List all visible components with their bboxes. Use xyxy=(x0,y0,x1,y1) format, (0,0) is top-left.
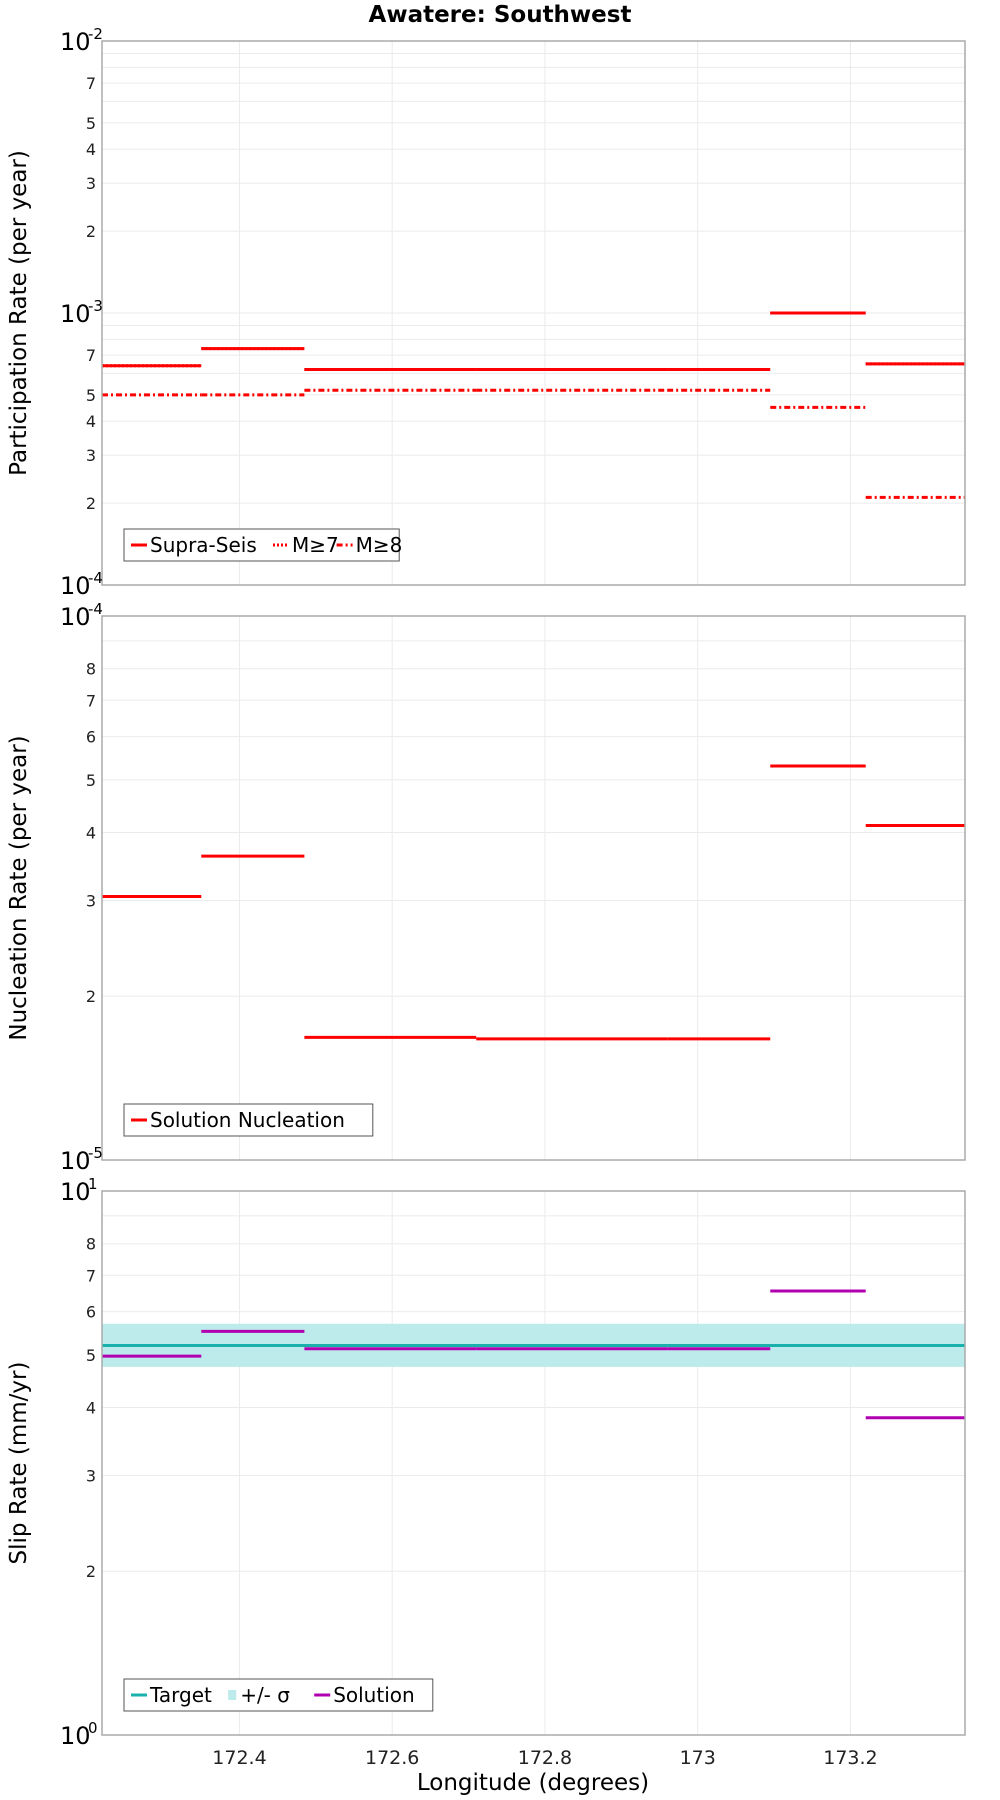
x-tick-label: 173.2 xyxy=(823,1747,877,1769)
y-tick-label: 2 xyxy=(86,494,96,513)
x-axis-label: Longitude (degrees) xyxy=(417,1770,649,1796)
y-tick-label: 3 xyxy=(86,174,96,193)
y-major-exponent: -5 xyxy=(88,1144,103,1162)
y-tick-label: 6 xyxy=(86,1303,96,1322)
y-tick-label: 2 xyxy=(86,222,96,241)
legend-box xyxy=(123,1678,434,1712)
legend-swatch xyxy=(228,1690,237,1700)
legend-label: M≥8 xyxy=(356,533,403,557)
legend-box xyxy=(123,1103,374,1137)
y-tick-label: 4 xyxy=(86,140,96,159)
legend: Solution Nucleation xyxy=(123,1103,374,1137)
plot-frame xyxy=(101,1190,966,1736)
legend-label: Target xyxy=(149,1683,212,1707)
y-tick-label: 2 xyxy=(86,1562,96,1581)
y-tick-label: 3 xyxy=(86,891,96,910)
legend-label: M≥7 xyxy=(292,533,339,557)
plot-area xyxy=(102,1191,965,1735)
legend-label: +/- σ xyxy=(240,1683,290,1707)
y-axis-label: Slip Rate (mm/yr) xyxy=(6,1362,32,1565)
legend-label: Solution Nucleation xyxy=(150,1108,345,1132)
plot-frame xyxy=(101,40,966,586)
y-axis-label: Nucleation Rate (per year) xyxy=(6,735,32,1040)
legend: Supra-Seis M≥7 M≥8 xyxy=(123,528,403,562)
x-tick-label: 172.6 xyxy=(365,1747,419,1769)
series-m-8 xyxy=(102,388,965,499)
y-tick-label: 5 xyxy=(86,771,96,790)
y-tick-label: 3 xyxy=(86,446,96,465)
chart-title: Awatere: Southwest xyxy=(369,2,632,28)
y-major-exponent: 0 xyxy=(88,1719,98,1737)
y-tick-label: 3 xyxy=(86,1466,96,1485)
y-tick-label: 7 xyxy=(86,1266,96,1285)
y-tick-label: 7 xyxy=(86,691,96,710)
legend-label: Solution xyxy=(333,1683,414,1707)
y-major-label: 10 xyxy=(60,1178,91,1206)
y-major-exponent: -4 xyxy=(88,600,103,618)
y-major-label: 10 xyxy=(60,1147,91,1175)
y-major-label: 10 xyxy=(60,572,91,600)
y-tick-label: 5 xyxy=(86,1346,96,1365)
plot-frame xyxy=(101,615,966,1161)
y-major-exponent: -2 xyxy=(88,25,103,43)
x-tick-label: 172.4 xyxy=(212,1747,266,1769)
y-major-exponent: -3 xyxy=(88,297,103,315)
y-tick-label: 5 xyxy=(86,386,96,405)
y-major-label: 10 xyxy=(60,603,91,631)
legend-box xyxy=(123,528,400,562)
y-tick-label: 4 xyxy=(86,412,96,431)
y-major-label: 10 xyxy=(60,28,91,56)
y-tick-label: 4 xyxy=(86,823,96,842)
plot-area xyxy=(102,616,965,1160)
y-major-exponent: -4 xyxy=(88,569,103,587)
series-solution xyxy=(102,1289,965,1420)
x-tick-label: 173 xyxy=(680,1747,716,1769)
legend: Target +/- σ Solution xyxy=(123,1678,434,1712)
y-major-label: 10 xyxy=(60,1722,91,1750)
x-tick-label: 172.8 xyxy=(518,1747,572,1769)
y-tick-label: 6 xyxy=(86,728,96,747)
y-tick-label: 5 xyxy=(86,114,96,133)
y-axis-label: Participation Rate (per year) xyxy=(6,150,32,476)
y-tick-label: 8 xyxy=(86,1235,96,1254)
legend-label: Supra-Seis xyxy=(150,533,257,557)
y-tick-label: 4 xyxy=(86,1398,96,1417)
y-tick-label: 7 xyxy=(86,346,96,365)
y-tick-label: 8 xyxy=(86,660,96,679)
y-major-exponent: 1 xyxy=(88,1175,98,1193)
y-major-label: 10 xyxy=(60,300,91,328)
series-solution-nucleation xyxy=(102,764,965,1041)
series-m-7 xyxy=(102,311,965,371)
y-tick-label: 2 xyxy=(86,987,96,1006)
y-tick-label: 7 xyxy=(86,74,96,93)
